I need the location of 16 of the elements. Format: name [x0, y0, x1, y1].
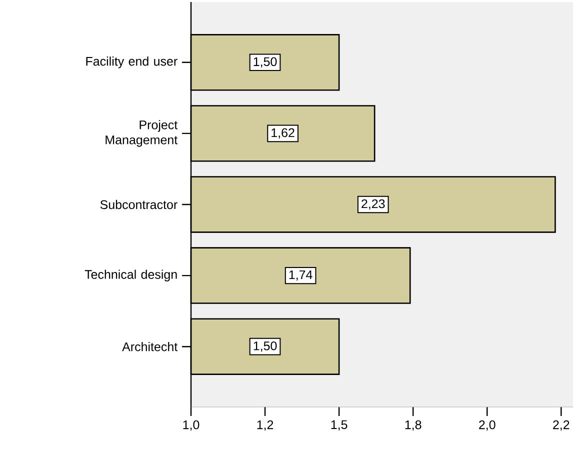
x-tick-label: 1,2 [257, 420, 274, 431]
data-label: 2,23 [362, 199, 385, 210]
x-tick-label: 1,0 [183, 420, 200, 431]
y-tick-label: Subcontractor [100, 200, 178, 210]
data-label: 1,50 [254, 57, 277, 68]
y-tick-label: Facility end user [86, 56, 178, 68]
x-tick-label: 1,5 [331, 420, 348, 431]
data-label: 1,50 [254, 341, 277, 352]
x-tick-label: 1,8 [405, 420, 422, 431]
y-tick-label: Architecht [122, 342, 178, 352]
y-tick-label: Technical design [84, 270, 177, 282]
x-tick-label: 2,2 [553, 420, 570, 431]
data-label: 1,62 [272, 128, 294, 139]
y-tick-label: Project Management [106, 120, 178, 147]
data-label: 1,74 [289, 270, 312, 281]
x-tick-label: 2,0 [479, 420, 496, 431]
